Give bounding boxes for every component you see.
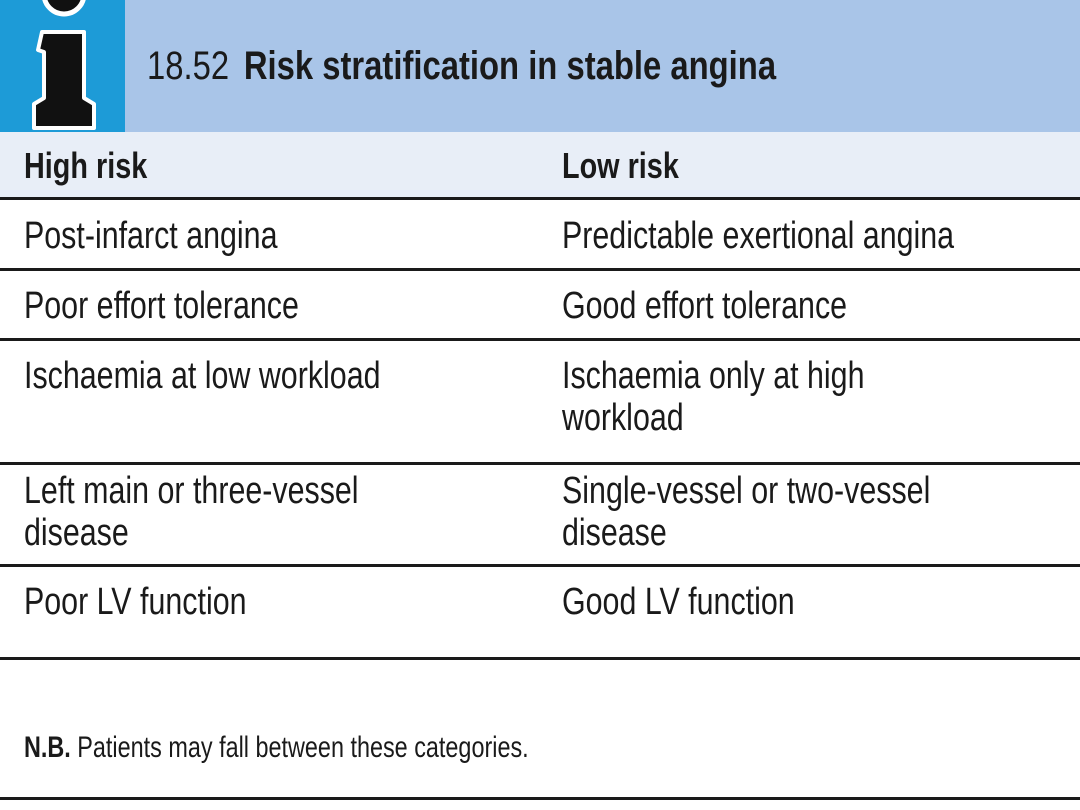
table-row: Poor LV function Good LV function — [0, 567, 1080, 660]
high-risk-cell: Poor LV function — [24, 581, 247, 623]
table-row: Poor effort tolerance Good effort tolera… — [0, 271, 1080, 341]
table-header-row: High risk Low risk — [0, 132, 1080, 200]
risk-table: High risk Low risk Post-infarct angina P… — [0, 132, 1080, 660]
footnote: N.B. Patients may fall between these cat… — [0, 700, 1080, 800]
low-risk-cell-line: Ischaemia only at high — [562, 355, 865, 397]
box-number: 18.52 — [147, 44, 230, 88]
low-risk-cell: Good effort tolerance — [562, 285, 848, 327]
footnote-text: N.B. Patients may fall between these cat… — [24, 730, 529, 766]
low-risk-cell: Ischaemia only at high workload — [562, 355, 864, 439]
low-risk-cell-line: workload — [562, 397, 684, 439]
low-risk-cell: Single-vessel or two-vessel disease — [562, 470, 930, 554]
high-risk-cell: Post-infarct angina — [24, 215, 278, 257]
table-row: Left main or three-vessel disease Single… — [0, 465, 1080, 567]
high-risk-cell-line: disease — [24, 512, 129, 554]
column-header-high-risk: High risk — [24, 145, 148, 186]
footnote-body: Patients may fall between these categori… — [77, 731, 529, 764]
column-header-low-risk: Low risk — [562, 145, 679, 186]
high-risk-cell-line: Left main or three-vessel — [24, 470, 359, 512]
low-risk-cell: Good LV function — [562, 581, 795, 623]
box-header: 18.52 Risk stratification in stable angin… — [0, 0, 1080, 132]
box-title: 18.52 Risk stratification in stable angin… — [147, 36, 776, 96]
low-risk-cell-line: Single-vessel or two-vessel — [562, 470, 931, 512]
table-row: Post-infarct angina Predictable exertion… — [0, 200, 1080, 271]
high-risk-cell: Poor effort tolerance — [24, 285, 299, 327]
high-risk-cell: Ischaemia at low workload — [24, 355, 381, 397]
low-risk-cell: Predictable exertional angina — [562, 215, 955, 257]
high-risk-cell: Left main or three-vessel disease — [24, 470, 359, 554]
box-title-text: Risk stratification in stable angina — [243, 44, 777, 88]
table-row: Ischaemia at low workload Ischaemia only… — [0, 341, 1080, 465]
low-risk-cell-line: disease — [562, 512, 667, 554]
info-icon — [0, 0, 125, 132]
footnote-label: N.B. — [24, 731, 71, 764]
